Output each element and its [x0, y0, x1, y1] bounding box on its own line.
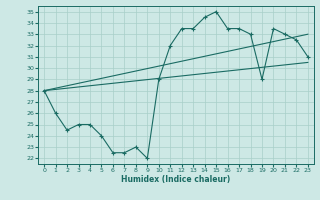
X-axis label: Humidex (Indice chaleur): Humidex (Indice chaleur) [121, 175, 231, 184]
